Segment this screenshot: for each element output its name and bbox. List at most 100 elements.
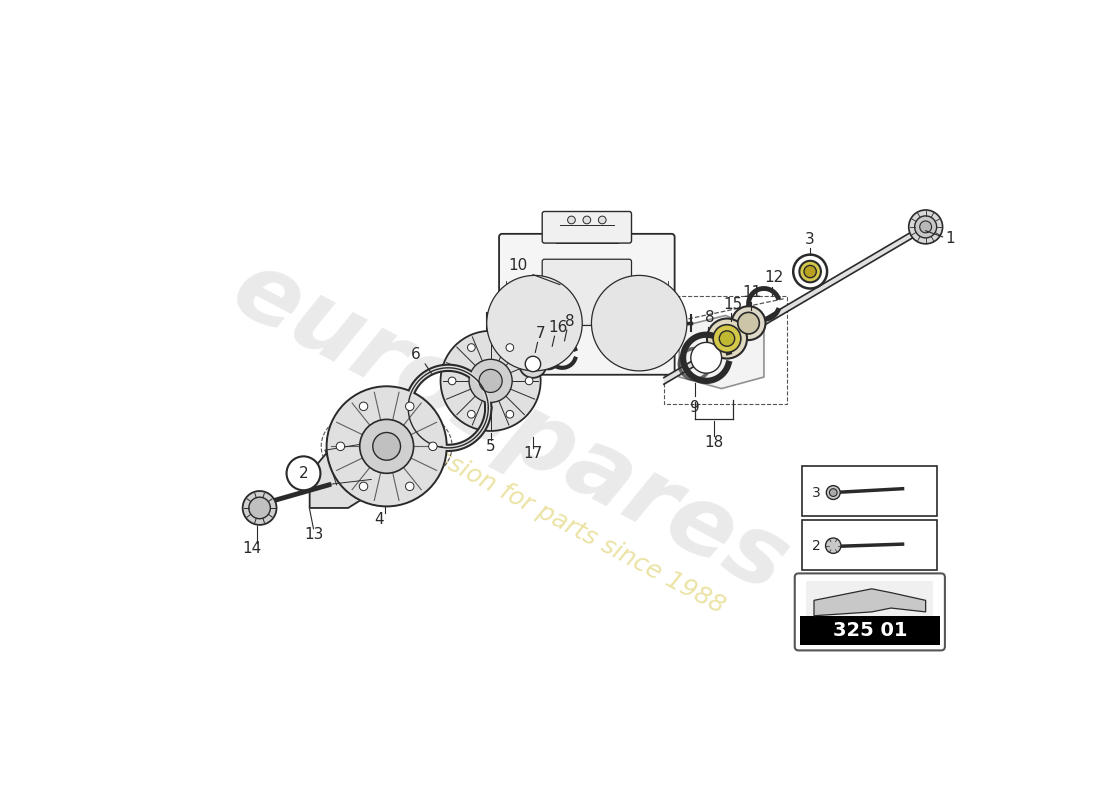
Circle shape <box>914 216 937 238</box>
Circle shape <box>738 312 759 334</box>
Text: 12: 12 <box>764 270 783 286</box>
Circle shape <box>602 320 608 326</box>
Circle shape <box>660 344 667 350</box>
Text: 17: 17 <box>524 446 542 462</box>
Circle shape <box>793 254 827 289</box>
Circle shape <box>507 344 514 350</box>
Circle shape <box>609 294 669 353</box>
Text: 1: 1 <box>945 231 955 246</box>
Circle shape <box>406 402 414 410</box>
Circle shape <box>406 482 414 490</box>
Text: 3: 3 <box>812 486 821 499</box>
Circle shape <box>286 456 320 490</box>
Circle shape <box>360 482 367 490</box>
Circle shape <box>429 442 437 450</box>
Circle shape <box>636 286 642 292</box>
Circle shape <box>707 318 747 358</box>
Text: 16: 16 <box>548 320 568 334</box>
Circle shape <box>613 344 618 350</box>
Circle shape <box>449 377 456 385</box>
Circle shape <box>920 221 932 233</box>
Text: eurospares: eurospares <box>217 242 803 613</box>
Circle shape <box>243 491 276 525</box>
Circle shape <box>519 350 547 378</box>
Circle shape <box>598 216 606 224</box>
Text: 8: 8 <box>565 314 574 329</box>
Circle shape <box>592 275 686 371</box>
FancyBboxPatch shape <box>794 574 945 650</box>
Circle shape <box>601 285 678 362</box>
Circle shape <box>613 296 618 302</box>
Bar <box>806 581 933 619</box>
Circle shape <box>565 320 572 326</box>
Circle shape <box>531 286 538 292</box>
Text: 6: 6 <box>411 346 421 362</box>
Circle shape <box>506 344 514 351</box>
Text: 2: 2 <box>812 539 821 554</box>
Circle shape <box>526 377 534 385</box>
Text: 7: 7 <box>536 326 546 341</box>
Polygon shape <box>680 315 763 389</box>
Polygon shape <box>814 589 926 616</box>
Circle shape <box>496 285 573 362</box>
Text: 8: 8 <box>705 310 715 326</box>
Circle shape <box>505 294 563 353</box>
Circle shape <box>468 410 475 418</box>
Circle shape <box>531 354 538 360</box>
Text: 18: 18 <box>704 435 724 450</box>
Circle shape <box>804 266 816 278</box>
Circle shape <box>480 370 502 393</box>
Polygon shape <box>664 223 926 384</box>
Text: 3: 3 <box>805 232 815 247</box>
Text: 2: 2 <box>299 466 308 481</box>
Circle shape <box>468 344 475 351</box>
Circle shape <box>825 538 842 554</box>
Text: a passion for parts since 1988: a passion for parts since 1988 <box>384 420 728 618</box>
Text: 325 01: 325 01 <box>833 621 908 640</box>
Circle shape <box>556 344 561 350</box>
Circle shape <box>506 410 514 418</box>
Bar <box>803 519 937 570</box>
Circle shape <box>486 275 582 371</box>
Polygon shape <box>310 419 378 508</box>
Circle shape <box>628 312 650 334</box>
Circle shape <box>515 304 553 342</box>
Circle shape <box>732 306 766 340</box>
Circle shape <box>360 419 414 474</box>
Circle shape <box>620 304 659 342</box>
Circle shape <box>829 489 837 496</box>
Text: 4: 4 <box>374 512 384 527</box>
Circle shape <box>327 386 447 506</box>
Circle shape <box>497 320 504 326</box>
Bar <box>664 296 788 404</box>
Circle shape <box>909 210 943 244</box>
Circle shape <box>249 497 271 518</box>
Circle shape <box>800 261 821 282</box>
FancyBboxPatch shape <box>542 211 631 243</box>
Circle shape <box>826 486 840 499</box>
Circle shape <box>713 325 741 353</box>
Text: 14: 14 <box>242 541 262 556</box>
Circle shape <box>526 356 541 372</box>
Circle shape <box>373 433 400 460</box>
Text: 13: 13 <box>304 527 323 542</box>
Circle shape <box>660 296 667 302</box>
Circle shape <box>507 296 514 302</box>
Circle shape <box>440 331 541 431</box>
Text: 9: 9 <box>690 400 700 415</box>
Bar <box>803 466 937 516</box>
Circle shape <box>691 342 722 373</box>
FancyBboxPatch shape <box>499 234 674 374</box>
Text: 10: 10 <box>508 258 527 273</box>
Bar <box>800 616 939 645</box>
Circle shape <box>670 320 676 326</box>
Circle shape <box>556 296 561 302</box>
Circle shape <box>360 402 367 410</box>
Circle shape <box>524 312 546 334</box>
Text: 15: 15 <box>724 297 743 312</box>
Text: 5: 5 <box>486 438 495 454</box>
Text: 11: 11 <box>742 285 762 300</box>
Circle shape <box>337 442 344 450</box>
FancyBboxPatch shape <box>542 259 631 326</box>
Circle shape <box>469 359 513 402</box>
